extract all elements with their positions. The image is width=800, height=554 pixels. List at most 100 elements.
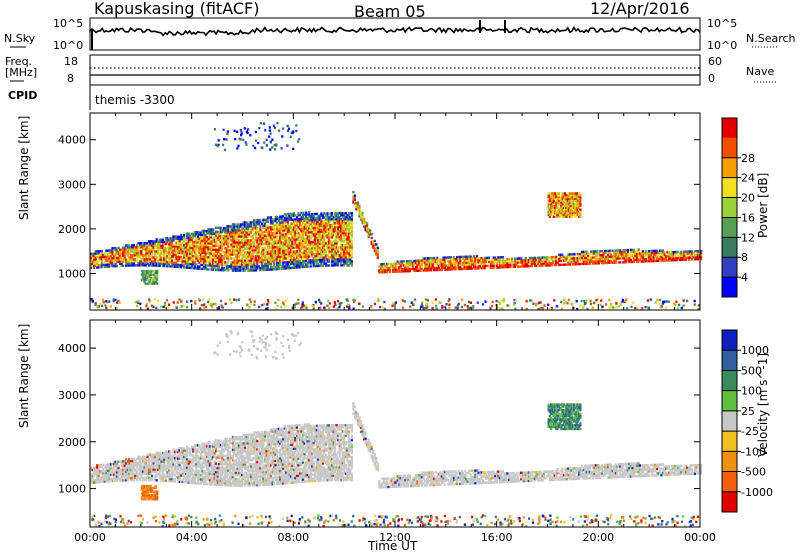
- velocity-cell: [125, 479, 128, 482]
- power-cell: [640, 250, 643, 253]
- power-cell: [585, 256, 588, 259]
- power-cell: [642, 258, 645, 261]
- power-cell: [558, 208, 562, 211]
- velocity-cell: [103, 472, 106, 475]
- power-cell: [343, 262, 346, 265]
- power-cell: [176, 253, 180, 257]
- velocity-cell: [109, 465, 112, 468]
- power-cell: [119, 260, 122, 263]
- power-cell: [300, 227, 303, 231]
- power-cell: [311, 217, 314, 220]
- power-cell: [646, 254, 649, 257]
- power-cell: [637, 248, 640, 251]
- power-cell: [212, 246, 215, 249]
- power-cell: [291, 248, 294, 251]
- power-cell: [294, 250, 297, 253]
- power-cell: [237, 249, 241, 252]
- power-cell: [260, 252, 263, 256]
- power-cell: [268, 240, 271, 243]
- power-cell: [242, 225, 245, 228]
- power-cell: [541, 307, 544, 310]
- power-cell: [298, 233, 302, 237]
- power-cell: [646, 260, 649, 263]
- power-cell: [148, 280, 151, 283]
- power-cell: [176, 251, 180, 255]
- power-cell: [405, 268, 408, 271]
- power-cell: [117, 250, 120, 254]
- power-cell: [311, 221, 314, 224]
- power-cell: [677, 254, 680, 258]
- power-cell: [289, 228, 292, 231]
- power-cell: [349, 262, 352, 265]
- power-cell: [550, 195, 553, 199]
- power-cell: [183, 264, 186, 267]
- velocity-cell: [120, 475, 123, 478]
- power-cell: [402, 264, 405, 267]
- power-cell: [269, 262, 273, 265]
- power-cell: [169, 249, 172, 252]
- power-cell: [615, 302, 618, 305]
- power-cell: [350, 262, 353, 265]
- power-cell: [393, 262, 396, 265]
- power-cell: [276, 249, 279, 253]
- power-cell: [453, 262, 456, 265]
- power-cell: [466, 265, 469, 268]
- power-cell: [514, 265, 517, 268]
- power-cell: [144, 275, 147, 278]
- power-cell: [581, 250, 584, 254]
- power-cell: [425, 263, 428, 266]
- power-cell: [668, 257, 671, 260]
- power-cell: [265, 230, 268, 233]
- power-cell: [507, 265, 511, 269]
- power-cell: [227, 247, 230, 250]
- power-cell: [142, 275, 145, 278]
- power-cell: [242, 265, 245, 268]
- velocity-cell: [102, 470, 105, 473]
- power-cell: [317, 264, 320, 268]
- power-cell: [219, 240, 222, 244]
- power-cell: [518, 259, 521, 262]
- power-cell: [547, 210, 550, 213]
- velocity-cell: [109, 471, 112, 474]
- power-cell: [631, 254, 634, 258]
- power-cell: [143, 258, 146, 261]
- power-cell: [308, 251, 311, 254]
- power-cell: [370, 232, 373, 236]
- power-cell: [350, 256, 353, 259]
- power-cell: [149, 277, 152, 280]
- power-cell: [564, 208, 567, 211]
- power-cell: [306, 261, 309, 264]
- power-cell: [326, 218, 329, 221]
- power-cell: [602, 251, 605, 255]
- power-cell: [335, 244, 338, 247]
- power-cell: [250, 245, 253, 248]
- power-cell: [257, 247, 260, 250]
- velocity-cell: [99, 466, 102, 469]
- power-cell: [556, 257, 559, 261]
- power-cell: [102, 253, 105, 257]
- power-cell: [105, 251, 108, 254]
- power-cell: [114, 250, 117, 254]
- power-cell: [660, 257, 663, 260]
- power-cell: [253, 233, 256, 236]
- power-cell: [231, 245, 234, 248]
- power-cell: [605, 303, 608, 306]
- power-cell: [254, 261, 257, 264]
- power-cell: [112, 247, 116, 250]
- power-cell: [247, 223, 250, 226]
- nave-label: Nave: [746, 65, 775, 78]
- power-cell: [289, 212, 292, 215]
- power-cell: [569, 215, 572, 218]
- power-cell: [158, 262, 161, 265]
- power-cell: [692, 252, 695, 255]
- power-cell: [126, 252, 129, 255]
- power-cell: [562, 204, 565, 208]
- power-cell: [234, 137, 237, 141]
- power-cell: [265, 307, 268, 311]
- power-cell: [555, 201, 558, 204]
- power-cell: [312, 226, 315, 230]
- power-cell: [579, 203, 582, 206]
- power-cell: [564, 197, 567, 201]
- power-cell: [303, 247, 306, 250]
- power-cell: [266, 234, 270, 237]
